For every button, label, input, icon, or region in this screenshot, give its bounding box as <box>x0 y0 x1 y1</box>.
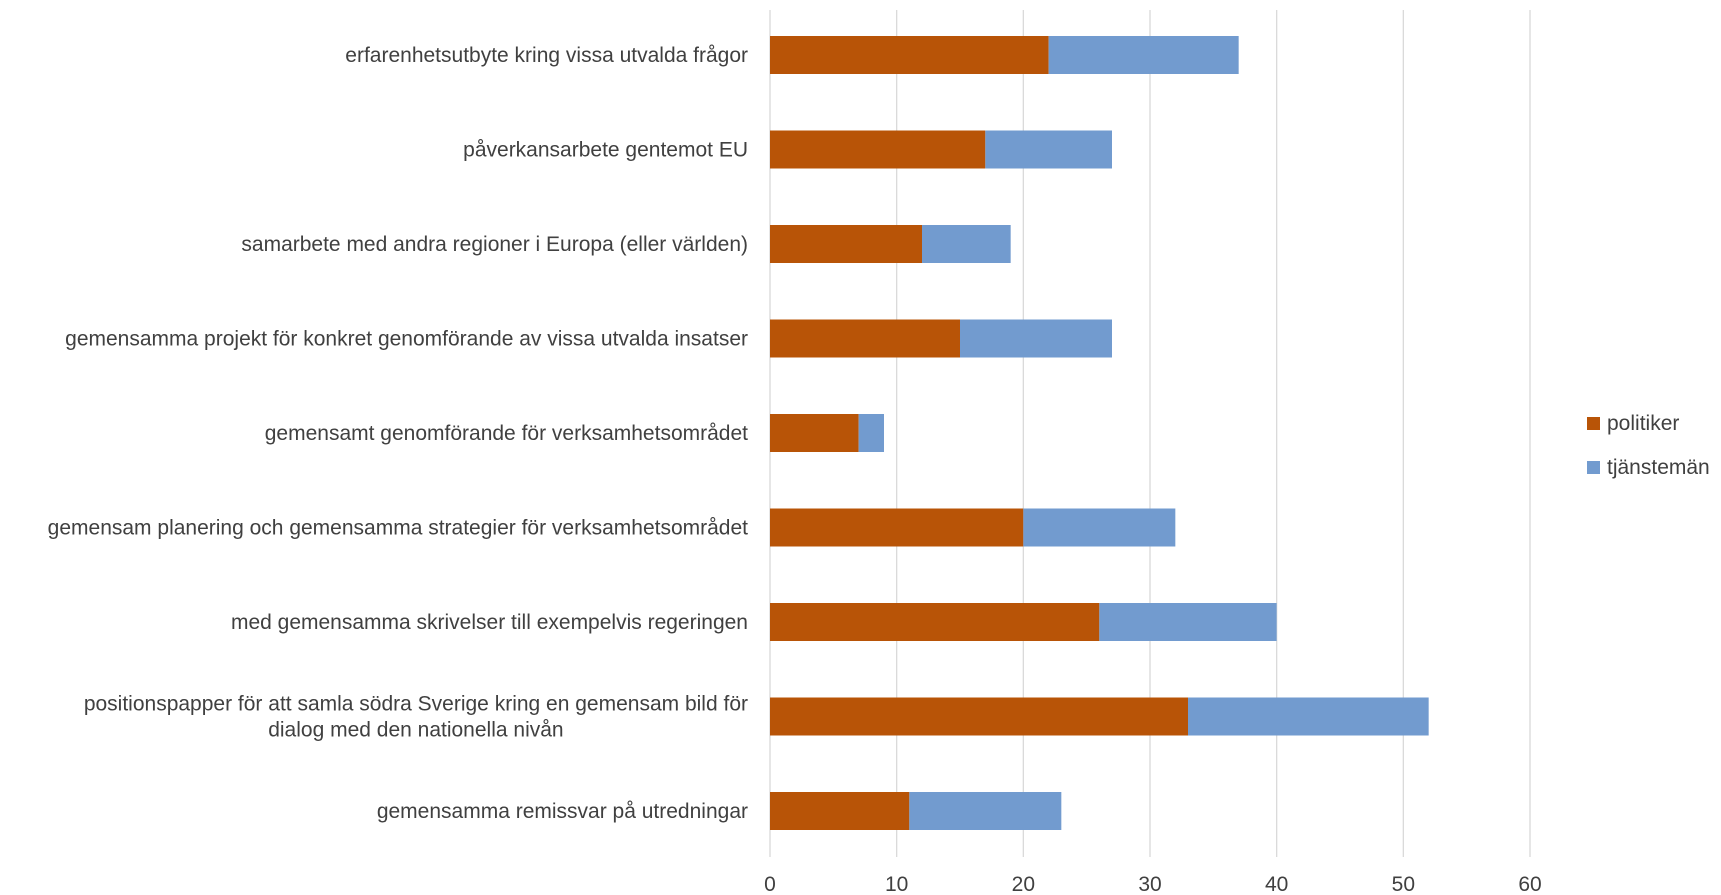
x-tick-label: 20 <box>1012 873 1035 895</box>
category-label: gemensamt genomförande för verksamhetsom… <box>265 422 748 445</box>
x-tick-label: 40 <box>1265 873 1288 895</box>
bar-segment-politiker <box>770 414 859 452</box>
bar-segment-tjänstemän <box>1023 508 1176 547</box>
category-label: gemensam planering och gemensamma strate… <box>48 517 748 540</box>
x-tick-label: 60 <box>1518 873 1541 895</box>
legend-swatch-politiker <box>1587 417 1600 430</box>
legend-swatch-tjänstemän <box>1587 461 1600 474</box>
category-label: erfarenhetsutbyte kring vissa utvalda fr… <box>345 44 748 67</box>
bar-segment-politiker <box>770 36 1049 74</box>
bar-segment-tjänstemän <box>858 414 884 452</box>
bar-area <box>770 36 1429 830</box>
bar-segment-politiker <box>770 792 910 830</box>
category-label: dialog med den nationella nivån <box>268 719 563 742</box>
bar-segment-politiker <box>770 603 1100 641</box>
bar-segment-tjänstemän <box>909 792 1062 830</box>
x-tick-label: 50 <box>1392 873 1415 895</box>
bar-segment-tjänstemän <box>960 319 1112 358</box>
category-label: gemensamma remissvar på utredningar <box>377 800 748 823</box>
category-label: med gemensamma skrivelser till exempelvi… <box>231 611 748 634</box>
bar-segment-politiker <box>770 319 960 358</box>
bar-segment-politiker <box>770 697 1188 736</box>
category-label: positionspapper för att samla södra Sver… <box>84 693 748 716</box>
category-labels: erfarenhetsutbyte kring vissa utvalda fr… <box>48 44 748 823</box>
category-label: samarbete med andra regioner i Europa (e… <box>241 233 748 256</box>
bar-segment-politiker <box>770 130 986 169</box>
category-label: påverkansarbete gentemot EU <box>463 139 748 162</box>
bar-segment-politiker <box>770 508 1024 547</box>
legend-label: politiker <box>1607 412 1679 435</box>
bar-segment-tjänstemän <box>1099 603 1277 641</box>
bar-segment-politiker <box>770 225 922 263</box>
category-label: gemensamma projekt för konkret genomföra… <box>65 328 748 351</box>
legend: politiker tjänstemän <box>1587 412 1710 479</box>
bar-segment-tjänstemän <box>922 225 1011 263</box>
x-tick-label: 10 <box>885 873 908 895</box>
bar-segment-tjänstemän <box>1048 36 1239 74</box>
legend-label: tjänstemän <box>1607 456 1710 479</box>
x-tick-label: 0 <box>764 873 776 895</box>
x-tick-label: 30 <box>1138 873 1161 895</box>
bar-segment-tjänstemän <box>985 130 1112 169</box>
bar-segment-tjänstemän <box>1188 697 1429 736</box>
x-axis-ticks: 0 10 20 30 40 50 60 <box>764 873 1542 895</box>
